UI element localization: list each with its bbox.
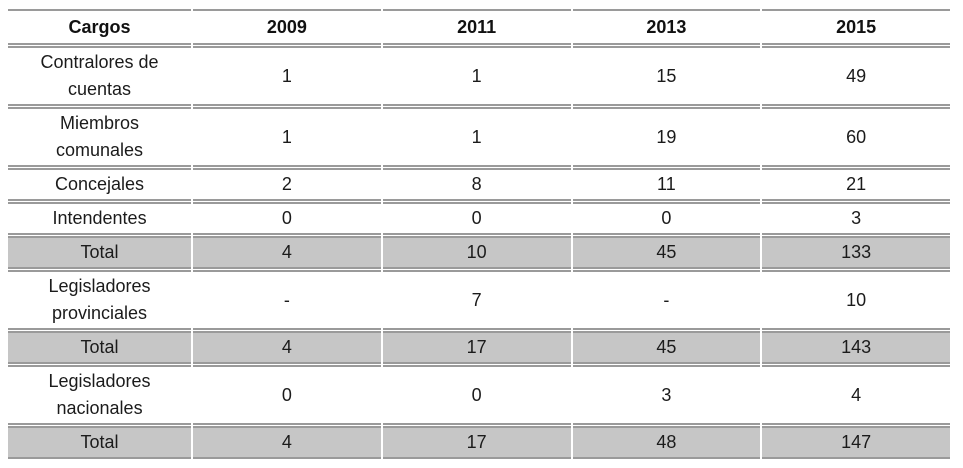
cell-value: 45	[572, 331, 761, 364]
table-row: Legisladores provinciales - 7 - 10	[8, 270, 950, 330]
cell-value: 1	[382, 46, 571, 106]
cell-value: 8	[382, 168, 571, 201]
cell-value: 4	[193, 426, 381, 459]
cell-value: 0	[193, 365, 381, 425]
cell-value: 4	[193, 331, 381, 364]
cell-value: 45	[572, 236, 761, 269]
cell-value: 4	[193, 236, 381, 269]
total-row: Total 4 17 48 147	[8, 426, 950, 459]
cell-value: 0	[193, 202, 381, 235]
cell-value: 11	[572, 168, 761, 201]
cell-value: 4	[762, 365, 950, 425]
column-header-2013: 2013	[572, 9, 761, 45]
column-header-2015: 2015	[762, 9, 950, 45]
row-label: Total	[8, 236, 192, 269]
cell-value: 147	[762, 426, 950, 459]
header-row: Cargos 2009 2011 2013 2015	[8, 9, 950, 45]
cell-value: 0	[382, 202, 571, 235]
cell-value: 7	[382, 270, 571, 330]
column-header-2009: 2009	[193, 9, 381, 45]
row-label: Legisladores provinciales	[8, 270, 192, 330]
table-row: Intendentes 0 0 0 3	[8, 202, 950, 235]
cell-value: 17	[382, 426, 571, 459]
cell-value: 17	[382, 331, 571, 364]
row-label: Concejales	[8, 168, 192, 201]
row-label: Legisladores nacionales	[8, 365, 192, 425]
row-label: Contralores de cuentas	[8, 46, 192, 106]
cell-value: 60	[762, 107, 950, 167]
cell-value: 19	[572, 107, 761, 167]
cell-value: 10	[762, 270, 950, 330]
cell-value: 21	[762, 168, 950, 201]
cell-value: 2	[193, 168, 381, 201]
cell-value: 15	[572, 46, 761, 106]
column-header-cargos: Cargos	[8, 9, 192, 45]
cell-value: 48	[572, 426, 761, 459]
row-label: Intendentes	[8, 202, 192, 235]
cell-value: 10	[382, 236, 571, 269]
cell-value: 1	[193, 46, 381, 106]
cell-value: -	[572, 270, 761, 330]
row-label: Total	[8, 426, 192, 459]
cell-value: 1	[382, 107, 571, 167]
table-row: Miembros comunales 1 1 19 60	[8, 107, 950, 167]
cargos-by-year-table: Cargos 2009 2011 2013 2015 Contralores d…	[6, 8, 952, 460]
row-label: Miembros comunales	[8, 107, 192, 167]
cell-value: 0	[572, 202, 761, 235]
table-row: Legisladores nacionales 0 0 3 4	[8, 365, 950, 425]
cell-value: 133	[762, 236, 950, 269]
cell-value: 143	[762, 331, 950, 364]
table-row: Concejales 2 8 11 21	[8, 168, 950, 201]
row-label: Total	[8, 331, 192, 364]
table-row: Contralores de cuentas 1 1 15 49	[8, 46, 950, 106]
cell-value: -	[193, 270, 381, 330]
cell-value: 0	[382, 365, 571, 425]
cell-value: 1	[193, 107, 381, 167]
column-header-2011: 2011	[382, 9, 571, 45]
cell-value: 3	[762, 202, 950, 235]
total-row: Total 4 17 45 143	[8, 331, 950, 364]
cell-value: 3	[572, 365, 761, 425]
total-row: Total 4 10 45 133	[8, 236, 950, 269]
cell-value: 49	[762, 46, 950, 106]
